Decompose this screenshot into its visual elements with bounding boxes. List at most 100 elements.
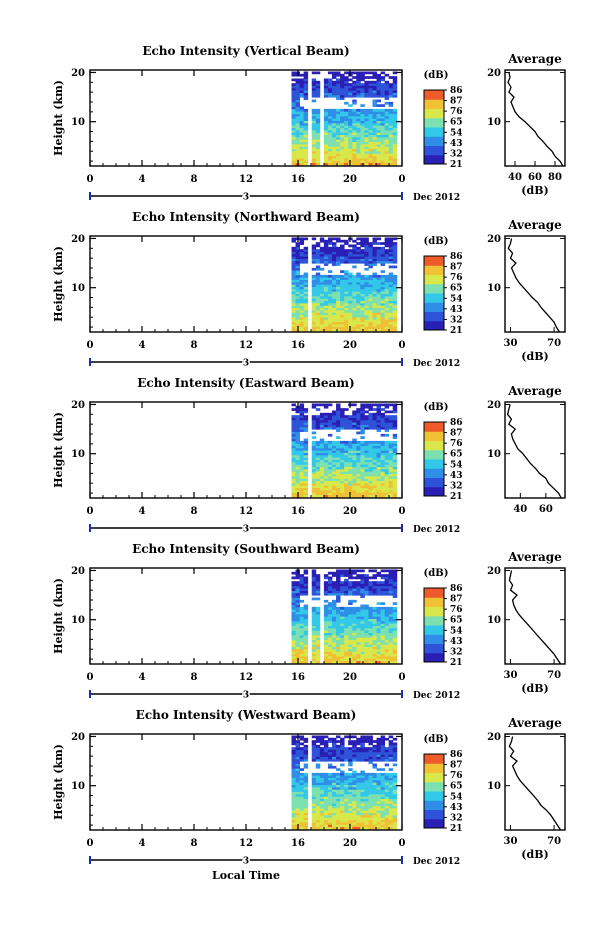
colorbar-tick-label: 86 xyxy=(450,86,463,96)
heatmap-cell xyxy=(392,265,398,269)
heatmap-cell xyxy=(311,487,317,491)
heatmap-cell xyxy=(352,466,357,470)
heatmap-cell xyxy=(380,616,386,619)
heatmap-cell xyxy=(388,403,394,407)
heatmap-cell xyxy=(295,312,300,316)
heatmap-cell xyxy=(323,125,329,129)
heatmap-cell xyxy=(376,742,381,746)
heatmap-cell xyxy=(372,134,377,138)
heatmap-cell xyxy=(376,410,381,414)
heatmap-cell xyxy=(380,625,386,629)
heatmap-cell xyxy=(360,744,365,748)
heatmap-cell xyxy=(380,92,386,96)
heatmap-cell xyxy=(344,312,349,316)
heatmap-cell xyxy=(352,620,357,624)
heatmap-cell xyxy=(348,291,353,295)
heatmap-cell xyxy=(372,272,377,276)
heatmap-cell xyxy=(352,461,357,465)
colorbar-tick-label: 21 xyxy=(450,160,463,170)
heatmap-cell xyxy=(291,604,296,608)
heatmap-cell xyxy=(340,786,345,790)
heatmap-cell xyxy=(323,583,329,587)
heatmap-cell xyxy=(323,782,329,785)
heatmap-cell xyxy=(336,744,341,748)
heatmap-cell xyxy=(360,302,365,306)
heatmap-cell xyxy=(344,588,349,591)
heatmap-cell xyxy=(380,129,386,133)
heatmap-cell xyxy=(299,461,305,465)
heatmap-cell xyxy=(376,826,381,830)
heatmap-cell xyxy=(319,237,325,241)
heatmap-cell xyxy=(332,443,337,446)
x-tick-label: 12 xyxy=(239,672,253,683)
heatmap-cell xyxy=(388,627,394,631)
heatmap-cell xyxy=(368,653,373,657)
avg-title: Average xyxy=(507,384,562,398)
heatmap-cell xyxy=(348,312,353,316)
heatmap-cell xyxy=(388,284,394,287)
heatmap-cell xyxy=(384,817,390,821)
heatmap-cell xyxy=(315,487,321,491)
heatmap-cell xyxy=(291,791,296,795)
heatmap-cell xyxy=(392,487,398,491)
heatmap-cell xyxy=(327,611,333,615)
heatmap-cell xyxy=(332,440,337,444)
heatmap-cell xyxy=(344,800,349,804)
heatmap-cell xyxy=(311,295,317,299)
heatmap-cell xyxy=(372,796,377,800)
heatmap-cell xyxy=(323,606,329,610)
heatmap-cell xyxy=(340,277,345,280)
heatmap-cell xyxy=(364,403,369,407)
heatmap-cell xyxy=(295,604,300,608)
heatmap-cell xyxy=(299,786,305,790)
heatmap-cell xyxy=(372,625,377,629)
heatmap-cell xyxy=(311,443,317,446)
heatmap-cell xyxy=(315,623,321,627)
heatmap-cell xyxy=(372,85,377,89)
heatmap-cell xyxy=(356,623,361,627)
heatmap-cell xyxy=(356,412,361,416)
heatmap-cell xyxy=(388,447,394,451)
heatmap-cell xyxy=(356,812,361,816)
heatmap-cell xyxy=(352,298,357,302)
heatmap-cell xyxy=(352,115,357,119)
heatmap-cell xyxy=(372,648,377,652)
avg-x-tick-label: 40 xyxy=(513,504,527,515)
heatmap-cell xyxy=(311,419,317,423)
heatmap-cell xyxy=(311,803,317,807)
heatmap-cell xyxy=(303,422,309,425)
heatmap-cell xyxy=(344,309,349,313)
avg-y-tick-label: 20 xyxy=(487,732,501,743)
heatmap-cell xyxy=(295,480,300,484)
heatmap-cell xyxy=(344,457,349,461)
heatmap-cell xyxy=(303,295,309,299)
heatmap-cell xyxy=(352,141,357,145)
heatmap-cell xyxy=(311,258,317,262)
heatmap-cell xyxy=(380,775,386,778)
heatmap-cell xyxy=(392,803,398,807)
heatmap-cell xyxy=(295,606,300,610)
heatmap-cell xyxy=(356,328,361,332)
heatmap-cell xyxy=(384,763,390,767)
heatmap-cell xyxy=(311,305,317,309)
heatmap-cell xyxy=(344,634,349,638)
heatmap-cell xyxy=(372,314,377,318)
heatmap-cell xyxy=(360,613,365,617)
heatmap-cell xyxy=(303,424,309,428)
heatmap-cell xyxy=(315,630,321,634)
heatmap-cell xyxy=(299,777,305,781)
heatmap-cell xyxy=(372,627,377,631)
heatmap-cell xyxy=(332,630,337,634)
heatmap-cell xyxy=(303,646,309,650)
heatmap-cell xyxy=(299,459,305,463)
heatmap-cell xyxy=(327,653,333,657)
heatmap-cell xyxy=(303,765,309,769)
heatmap-cell xyxy=(315,627,321,631)
heatmap-cell xyxy=(291,307,296,311)
heatmap-cell xyxy=(295,656,300,659)
heatmap-cell xyxy=(356,78,361,82)
heatmap-cell xyxy=(299,239,305,243)
heatmap-cell xyxy=(303,585,309,589)
heatmap-cell xyxy=(360,473,365,477)
heatmap-cell xyxy=(332,108,337,112)
